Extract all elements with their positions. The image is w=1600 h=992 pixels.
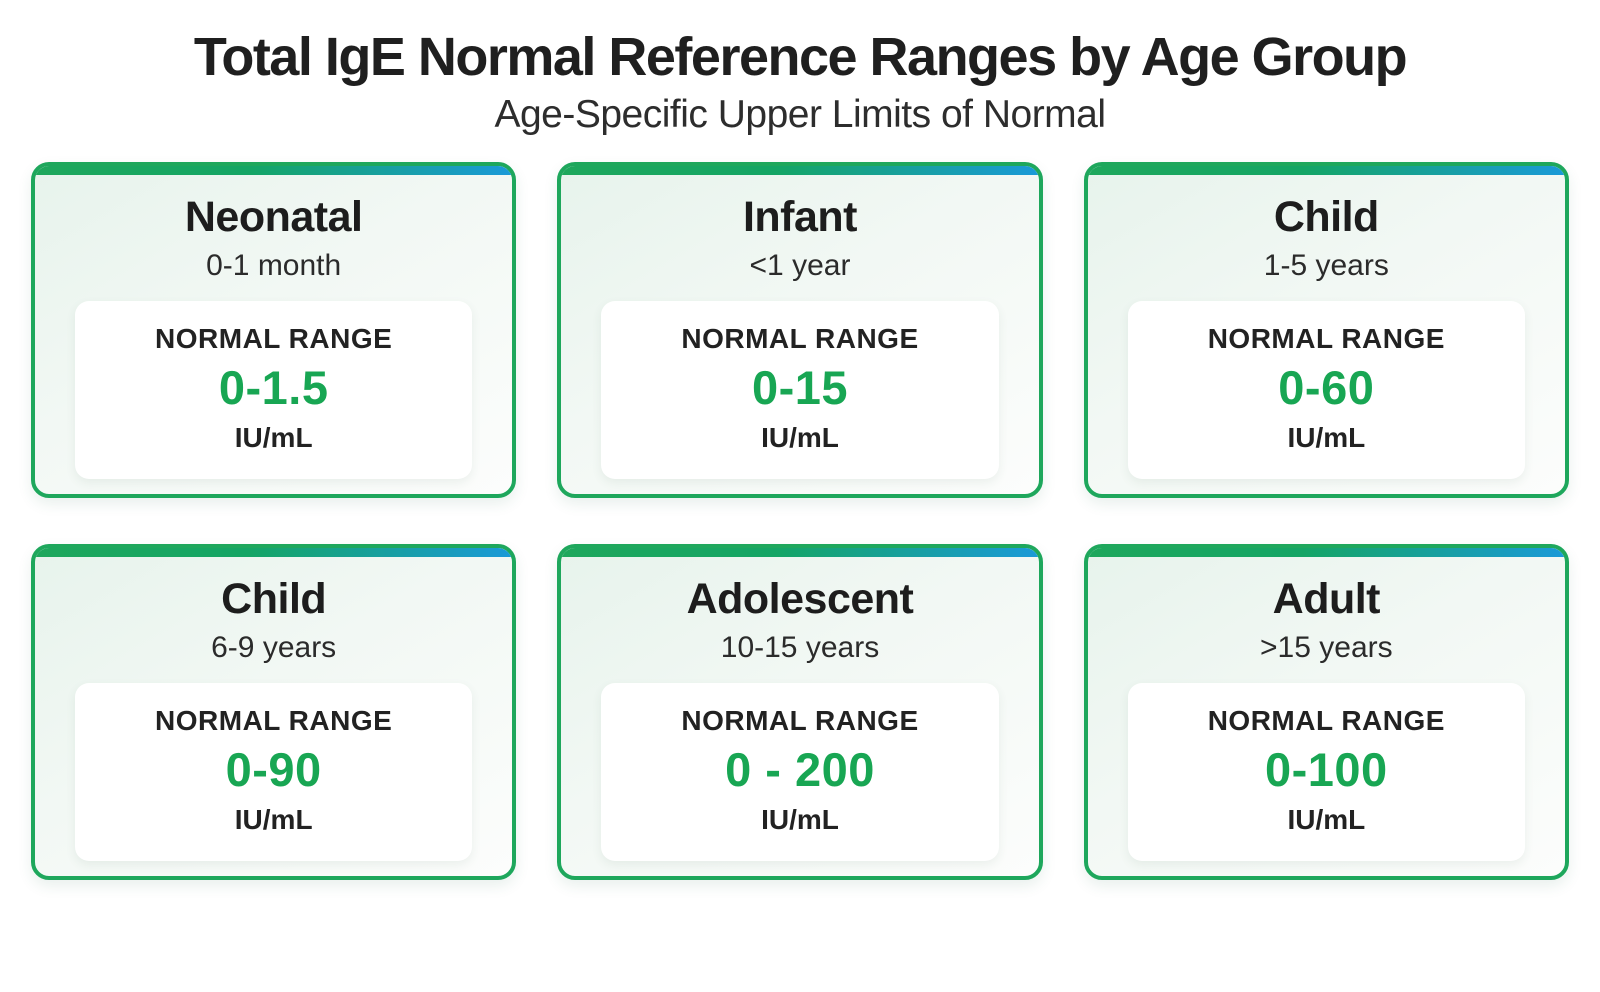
age-range-label: 10-15 years xyxy=(720,631,880,665)
age-group-title: Adult xyxy=(1272,574,1381,623)
age-range-label: >15 years xyxy=(1260,631,1393,665)
range-unit: IU/mL xyxy=(761,422,839,454)
normal-range-panel: NORMAL RANGE 0-90 IU/mL xyxy=(75,682,473,862)
range-value: 0-60 xyxy=(1278,361,1375,415)
card-accent-bar xyxy=(35,547,513,557)
age-group-title: Neonatal xyxy=(184,192,363,241)
normal-range-panel: NORMAL RANGE 0-1.5 IU/mL xyxy=(75,300,473,480)
card-accent-bar xyxy=(1087,165,1565,175)
normal-range-panel: NORMAL RANGE 0 - 200 IU/mL xyxy=(601,682,999,862)
normal-range-heading: NORMAL RANGE xyxy=(155,704,393,736)
age-group-card-neonatal: Neonatal 0-1 month NORMAL RANGE 0-1.5 IU… xyxy=(31,161,517,498)
age-group-title: Infant xyxy=(742,192,858,241)
normal-range-heading: NORMAL RANGE xyxy=(1207,704,1445,736)
card-accent-bar xyxy=(561,547,1039,557)
page-title: Total IgE Normal Reference Ranges by Age… xyxy=(193,27,1408,87)
card-accent-bar xyxy=(35,165,513,175)
age-group-card-adult: Adult >15 years NORMAL RANGE 0-100 IU/mL xyxy=(1083,543,1569,880)
range-value: 0 - 200 xyxy=(725,743,875,797)
normal-range-panel: NORMAL RANGE 0-15 IU/mL xyxy=(601,300,999,480)
age-group-card-child-6-9: Child 6-9 years NORMAL RANGE 0-90 IU/mL xyxy=(31,543,517,880)
age-range-label: 1-5 years xyxy=(1263,249,1389,283)
range-unit: IU/mL xyxy=(761,804,839,836)
age-group-title: Child xyxy=(1273,192,1379,241)
normal-range-heading: NORMAL RANGE xyxy=(681,322,919,354)
age-group-card-grid: Neonatal 0-1 month NORMAL RANGE 0-1.5 IU… xyxy=(0,161,1600,880)
age-group-title: Child xyxy=(221,574,327,623)
normal-range-heading: NORMAL RANGE xyxy=(681,704,919,736)
age-group-card-adolescent: Adolescent 10-15 years NORMAL RANGE 0 - … xyxy=(557,543,1043,880)
age-group-title: Adolescent xyxy=(686,574,914,623)
age-group-card-infant: Infant <1 year NORMAL RANGE 0-15 IU/mL xyxy=(557,161,1043,498)
range-value: 0-1.5 xyxy=(218,361,329,415)
normal-range-heading: NORMAL RANGE xyxy=(1207,322,1445,354)
range-unit: IU/mL xyxy=(1287,804,1366,836)
range-unit: IU/mL xyxy=(234,422,313,454)
range-value: 0-15 xyxy=(751,361,849,415)
normal-range-panel: NORMAL RANGE 0-100 IU/mL xyxy=(1127,682,1525,862)
age-group-card-child-1-5: Child 1-5 years NORMAL RANGE 0-60 IU/mL xyxy=(1083,161,1569,498)
range-unit: IU/mL xyxy=(1287,422,1366,454)
page-subtitle: Age-Specific Upper Limits of Normal xyxy=(494,93,1106,137)
card-accent-bar xyxy=(561,165,1039,175)
normal-range-panel: NORMAL RANGE 0-60 IU/mL xyxy=(1127,300,1525,480)
age-range-label: <1 year xyxy=(749,249,851,283)
age-range-label: 0-1 month xyxy=(206,249,342,283)
card-accent-bar xyxy=(1087,547,1565,557)
range-value: 0-100 xyxy=(1264,743,1388,797)
age-range-label: 6-9 years xyxy=(211,631,337,665)
range-unit: IU/mL xyxy=(234,804,313,836)
normal-range-heading: NORMAL RANGE xyxy=(155,322,393,354)
range-value: 0-90 xyxy=(225,743,322,797)
infographic-header: Total IgE Normal Reference Ranges by Age… xyxy=(0,0,1600,139)
